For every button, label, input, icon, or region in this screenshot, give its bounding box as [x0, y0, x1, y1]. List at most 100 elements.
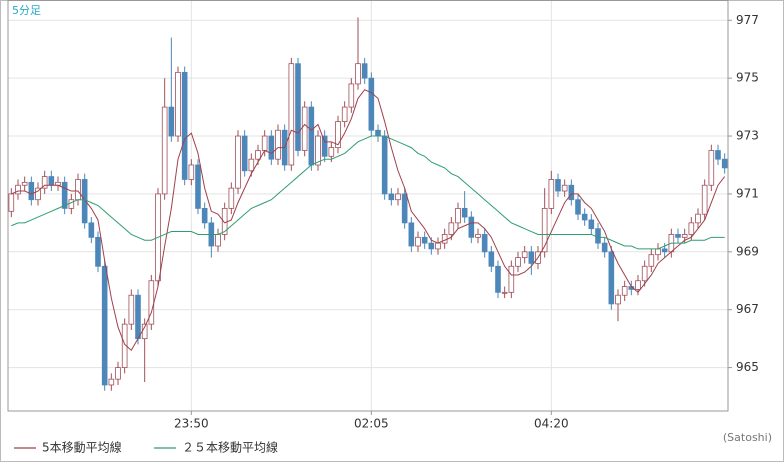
candle-body — [115, 367, 121, 380]
y-tick-label: 971 — [736, 186, 759, 200]
candle-body — [468, 216, 475, 238]
candle-body — [48, 176, 55, 186]
candle-body — [341, 106, 348, 122]
candle-body — [635, 280, 641, 290]
y-tick-label: 969 — [736, 244, 759, 258]
candle-body — [175, 71, 181, 137]
candle-body — [641, 265, 648, 282]
candle-body — [375, 129, 381, 137]
candle-body — [275, 129, 281, 160]
candle-body — [248, 158, 255, 172]
candle-body — [241, 135, 248, 172]
candle-body — [268, 135, 275, 160]
candle-body — [301, 106, 308, 151]
candle-body — [68, 199, 75, 209]
plot-border — [7, 0, 729, 412]
candle-body — [288, 63, 295, 166]
candle-body — [515, 257, 521, 267]
candle-body — [681, 234, 688, 238]
candle-body — [148, 280, 155, 325]
x-tick-label: 23:50 — [174, 417, 209, 431]
credit: (Satoshi) — [723, 431, 772, 444]
candle-body — [448, 222, 455, 235]
candle-body — [555, 179, 561, 192]
candle-body — [261, 135, 268, 151]
candle-body — [608, 251, 615, 305]
candle-body — [15, 184, 21, 195]
candle-body — [61, 181, 68, 209]
candle-body — [161, 106, 168, 195]
candle-body — [328, 147, 335, 157]
candle-body — [441, 234, 448, 244]
chart-title: 5分足 — [12, 4, 41, 17]
candle-body — [488, 251, 495, 267]
candle-body — [455, 207, 461, 224]
candle-body — [128, 294, 135, 325]
candle-body — [395, 193, 401, 201]
candle-body — [588, 219, 595, 230]
candle-body — [348, 83, 355, 108]
candle-body — [321, 135, 328, 157]
candle-body — [708, 150, 715, 186]
candle-body — [568, 184, 575, 201]
candle-body — [421, 236, 428, 244]
candle-body — [315, 135, 321, 166]
candle-body — [601, 242, 608, 253]
candle-body — [621, 286, 628, 296]
candle-body — [368, 77, 375, 131]
candle-body — [101, 265, 108, 386]
candle-body — [541, 207, 548, 253]
candle-body — [548, 179, 555, 209]
y-tick-label: 967 — [736, 302, 759, 316]
candle-body — [335, 121, 341, 149]
candle-body — [361, 63, 368, 79]
candle-body — [255, 150, 261, 160]
candle-body — [415, 236, 421, 247]
candle-body — [88, 222, 95, 238]
candle-body — [168, 106, 175, 137]
candle-body — [181, 71, 188, 180]
candle-body — [188, 164, 195, 180]
candle-body — [8, 193, 15, 212]
candle-body — [701, 184, 708, 215]
y-tick-label: 975 — [736, 71, 759, 85]
candle-body — [108, 378, 115, 386]
candle-body — [501, 291, 508, 294]
candle-body — [401, 193, 408, 224]
candle-body — [495, 265, 501, 293]
candle-body — [648, 254, 655, 267]
candle-body — [581, 213, 588, 221]
candle-body — [481, 234, 488, 253]
candle-body — [655, 248, 661, 256]
candle-body — [661, 248, 668, 253]
y-tick-label: 977 — [736, 13, 759, 27]
candle-body — [135, 294, 141, 340]
candle-body — [428, 242, 435, 250]
candle-body — [195, 164, 201, 209]
candle-body — [721, 158, 728, 169]
candle-body — [35, 187, 41, 201]
candle-body — [475, 234, 481, 238]
candle-body — [201, 207, 208, 224]
moving-average-line — [11, 89, 726, 351]
x-tick-label: 02:05 — [354, 417, 389, 431]
candle-body — [615, 294, 621, 305]
moving-average-line — [11, 135, 725, 250]
candle-body — [688, 222, 695, 235]
candle-body — [228, 187, 235, 209]
candle-body — [508, 265, 515, 293]
candle-body — [561, 184, 568, 192]
y-tick-label: 965 — [736, 360, 759, 374]
candle-body — [521, 251, 528, 258]
candle-body — [28, 181, 35, 201]
candle-body — [295, 63, 301, 151]
candle-body — [75, 179, 81, 201]
candle-body — [308, 106, 315, 166]
candle-body — [215, 234, 221, 247]
candle-body — [595, 228, 601, 244]
candle-body — [695, 213, 701, 224]
legend-label: ２５本移動平均線 — [182, 440, 278, 455]
x-tick-label: 04:20 — [534, 417, 569, 431]
